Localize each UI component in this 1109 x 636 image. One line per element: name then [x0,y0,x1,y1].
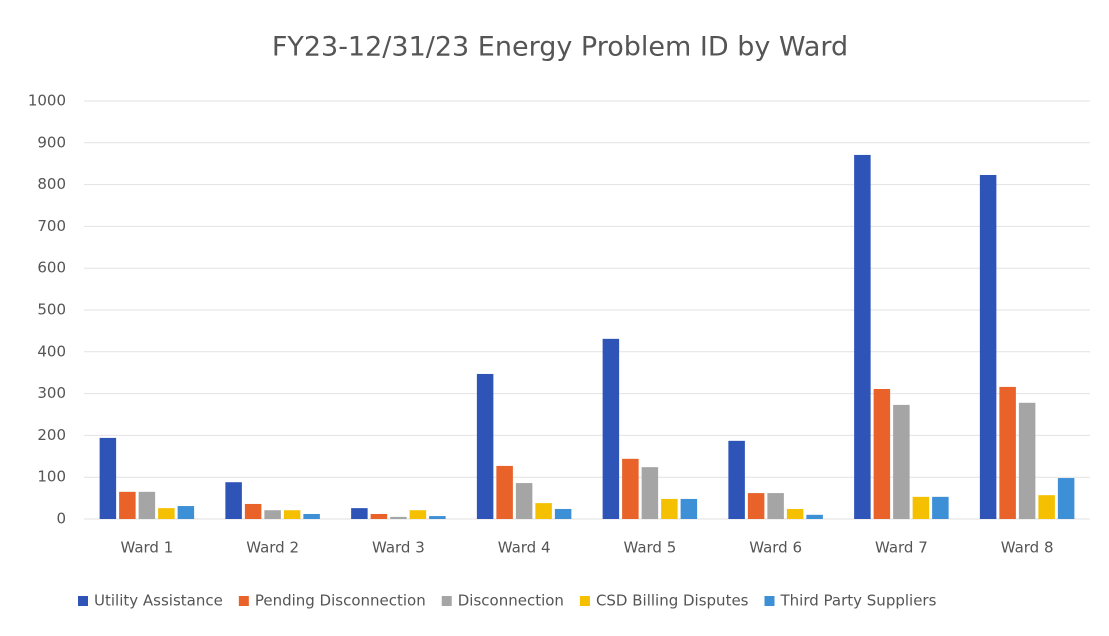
bar [370,513,388,519]
x-tick-label: Ward 5 [623,539,676,557]
bar [351,508,368,519]
bar [303,513,320,519]
bar [854,154,871,519]
legend-label: Utility Assistance [94,592,223,610]
bar [119,491,136,519]
bar [786,508,804,519]
bar [747,493,765,519]
y-tick-label: 300 [37,384,66,402]
bar [661,498,678,519]
y-tick-label: 200 [37,426,66,444]
x-tick-label: Ward 6 [749,539,802,557]
y-tick-label: 500 [37,301,66,319]
x-tick-label: Ward 7 [875,539,928,557]
bar [728,440,745,519]
x-tick-label: Ward 4 [498,539,551,557]
y-tick-label: 900 [37,133,66,151]
y-tick-label: 600 [37,259,66,277]
y-tick-label: 100 [37,468,66,486]
bar [554,508,572,519]
legend-label: CSD Billing Disputes [596,592,749,610]
y-tick-label: 800 [37,175,66,193]
x-tick-label: Ward 3 [372,539,425,557]
bar [767,493,784,519]
bar [225,482,242,519]
y-tick-label: 0 [56,510,66,528]
bar [515,483,533,519]
legend-swatch [764,596,775,606]
bar [429,516,446,519]
legend-swatch [78,596,88,606]
bar [476,373,494,519]
bar [496,465,513,519]
bar [1038,495,1055,519]
bar [158,508,175,519]
bar [873,389,891,519]
legend-swatch [238,596,249,606]
y-tick-label: 700 [37,217,66,235]
bar [999,386,1016,519]
bar [264,510,281,519]
bar [283,510,301,519]
bar [1057,478,1075,519]
bar [1018,402,1036,519]
bar [622,458,639,519]
bar [979,174,997,519]
bar [409,510,427,519]
x-tick-label: Ward 1 [120,539,173,557]
bar [602,338,620,519]
bar [932,496,949,519]
y-tick-label: 1000 [28,92,66,110]
legend-swatch [441,596,452,606]
bar [912,496,930,519]
bar [893,404,910,519]
bar [99,437,117,519]
chart-title: FY23-12/31/23 Energy Problem ID by Ward [272,32,848,63]
bar [641,467,659,519]
bar [680,498,698,519]
bar [177,506,195,519]
bar [390,516,407,519]
bar [806,514,823,519]
legend-label: Third Party Suppliers [780,592,937,610]
x-tick-label: Ward 2 [246,539,299,557]
bar [244,503,262,519]
y-tick-label: 400 [37,342,66,360]
bar [535,503,552,519]
x-tick-label: Ward 8 [1001,539,1054,557]
legend-swatch [579,596,590,606]
bar [138,491,156,519]
legend-label: Pending Disconnection [255,592,426,610]
legend-label: Disconnection [458,592,564,610]
